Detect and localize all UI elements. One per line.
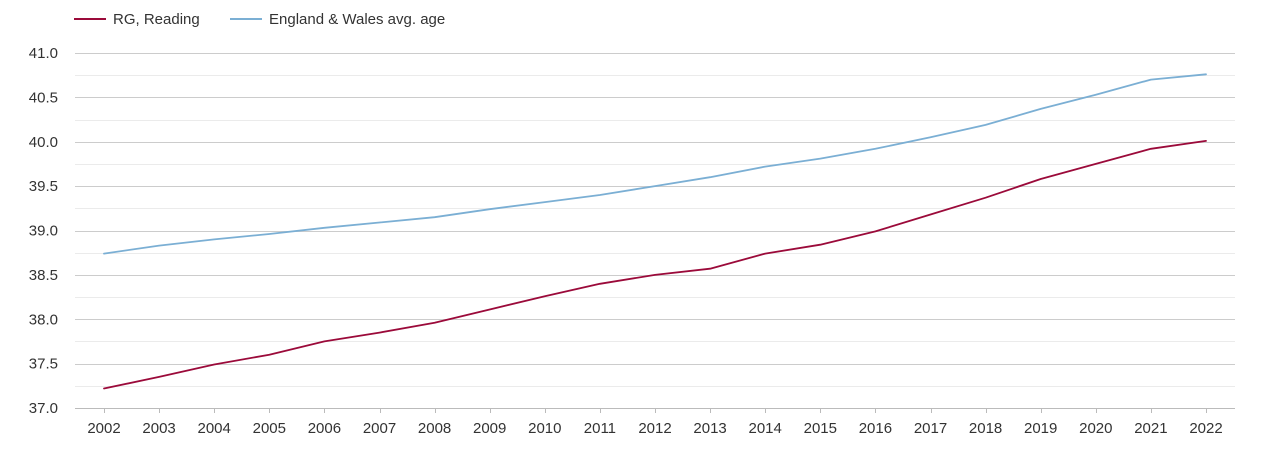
y-tick-label: 41.0 bbox=[29, 45, 58, 62]
x-tick-label: 2004 bbox=[198, 420, 231, 437]
x-tick-label: 2014 bbox=[749, 420, 782, 437]
y-tick-label: 39.0 bbox=[29, 223, 58, 240]
x-tick-label: 2013 bbox=[693, 420, 726, 437]
grid-lines bbox=[75, 53, 1235, 409]
x-tick-label: 2003 bbox=[142, 420, 175, 437]
x-tick-label: 2010 bbox=[528, 420, 561, 437]
x-tick-label: 2021 bbox=[1134, 420, 1167, 437]
x-tick-label: 2020 bbox=[1079, 420, 1112, 437]
x-tick-label: 2015 bbox=[804, 420, 837, 437]
series-line-reading bbox=[103, 139, 1207, 390]
x-tick-label: 2016 bbox=[859, 420, 892, 437]
x-tick-label: 2006 bbox=[308, 420, 341, 437]
x-tick-label: 2008 bbox=[418, 420, 451, 437]
x-tick-label: 2011 bbox=[584, 420, 616, 437]
y-tick-label: 40.5 bbox=[29, 89, 58, 106]
y-tick-label: 39.5 bbox=[29, 178, 58, 195]
legend: RG, Reading England & Wales avg. age bbox=[74, 11, 445, 28]
series-line-england-wales bbox=[103, 73, 1207, 255]
x-tick-label: 2007 bbox=[363, 420, 396, 437]
x-tick-label: 2002 bbox=[87, 420, 120, 437]
x-tick-label: 2005 bbox=[253, 420, 286, 437]
y-tick-label: 37.5 bbox=[29, 356, 58, 373]
y-tick-label: 38.5 bbox=[29, 267, 58, 284]
x-tick-label: 2019 bbox=[1024, 420, 1057, 437]
y-tick-label: 37.0 bbox=[29, 400, 58, 417]
x-axis: 2002 2003 2004 2005 2006 2007 2008 2009 2010 2011… bbox=[87, 408, 1223, 437]
series-lines bbox=[103, 73, 1207, 390]
y-tick-label: 40.0 bbox=[29, 134, 58, 151]
x-tick-label: 2012 bbox=[638, 420, 671, 437]
legend-label-england-wales: England & Wales avg. age bbox=[269, 11, 445, 28]
x-tick-label: 2017 bbox=[914, 420, 947, 437]
x-tick-label: 2018 bbox=[969, 420, 1002, 437]
x-tick-label: 2009 bbox=[473, 420, 506, 437]
y-tick-label: 38.0 bbox=[29, 311, 58, 328]
legend-label-reading: RG, Reading bbox=[113, 11, 200, 28]
y-axis: 37.0 37.5 38.0 38.5 39.0 39.5 40.0 40.5 41.0 bbox=[29, 45, 58, 417]
x-tick-label: 2022 bbox=[1189, 420, 1222, 437]
